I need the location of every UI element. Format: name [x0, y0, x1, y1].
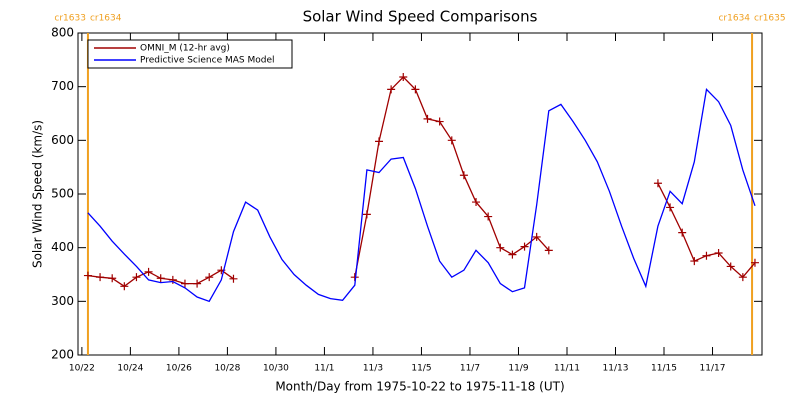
x-tick-label: 10/30	[263, 364, 289, 374]
legend-label: OMNI_M (12-hr avg)	[140, 44, 230, 54]
data-point	[362, 210, 371, 219]
x-tick-label: 11/7	[460, 364, 480, 374]
y-tick-label: 400	[51, 240, 74, 254]
x-tick-label: 11/1	[314, 364, 334, 374]
data-point	[205, 273, 214, 282]
x-axis-label: Month/Day from 1975-10-22 to 1975-11-18 …	[275, 380, 564, 394]
data-point	[447, 136, 456, 145]
x-tick-label: 11/9	[508, 364, 528, 374]
boundary-label: cr1634	[718, 14, 750, 24]
x-tick-label: 10/24	[117, 364, 143, 374]
y-tick-label: 800	[51, 26, 74, 40]
data-point	[738, 273, 747, 282]
boundary-label: cr1633	[54, 14, 86, 24]
data-point	[156, 274, 165, 283]
x-tick-label: 11/3	[363, 364, 383, 374]
series-line	[87, 76, 756, 288]
data-point	[229, 274, 238, 283]
data-point	[96, 273, 105, 282]
data-point	[750, 258, 759, 267]
data-point	[459, 171, 468, 180]
data-point	[532, 232, 541, 241]
data-point	[132, 273, 141, 282]
y-tick-label: 500	[51, 187, 74, 201]
y-tick-label: 600	[51, 133, 74, 147]
x-tick-label: 11/11	[554, 364, 580, 374]
boundary-label: cr1635	[754, 14, 786, 24]
data-point	[193, 279, 202, 288]
data-point	[423, 114, 432, 123]
chart-title: Solar Wind Speed Comparisons	[303, 8, 538, 26]
y-tick-label: 300	[51, 294, 74, 308]
data-point	[168, 275, 177, 284]
x-tick-label: 10/26	[166, 364, 192, 374]
data-point	[496, 243, 505, 252]
data-point	[484, 212, 493, 221]
data-point	[387, 85, 396, 94]
legend-label: Predictive Science MAS Model	[140, 56, 275, 66]
x-tick-label: 10/22	[69, 364, 95, 374]
data-point	[435, 117, 444, 126]
data-point	[108, 274, 117, 283]
data-point	[144, 267, 153, 276]
boundary-label: cr1634	[90, 14, 122, 24]
data-point	[180, 279, 189, 288]
data-point	[120, 282, 129, 291]
y-tick-label: 700	[51, 79, 74, 93]
data-point	[544, 246, 553, 255]
x-tick-label: 11/17	[700, 364, 726, 374]
data-point	[411, 85, 420, 94]
data-point	[472, 198, 481, 207]
data-point	[653, 179, 662, 188]
y-axis-label: Solar Wind Speed (km/s)	[31, 120, 45, 268]
data-point	[520, 242, 529, 251]
x-tick-label: 10/28	[214, 364, 240, 374]
plot-frame	[77, 32, 763, 356]
data-point	[508, 250, 517, 259]
data-point	[690, 257, 699, 266]
x-tick-label: 11/5	[411, 364, 431, 374]
data-point	[714, 249, 723, 258]
series-line	[87, 88, 756, 303]
x-tick-label: 11/15	[651, 364, 677, 374]
data-point	[375, 137, 384, 146]
data-point	[726, 262, 735, 271]
data-point	[666, 203, 675, 212]
x-tick-label: 11/13	[603, 364, 629, 374]
data-point	[678, 228, 687, 237]
legend-box	[87, 39, 293, 69]
data-point	[702, 251, 711, 260]
data-point	[399, 73, 408, 82]
data-point	[83, 271, 92, 280]
y-tick-label: 200	[51, 348, 74, 362]
